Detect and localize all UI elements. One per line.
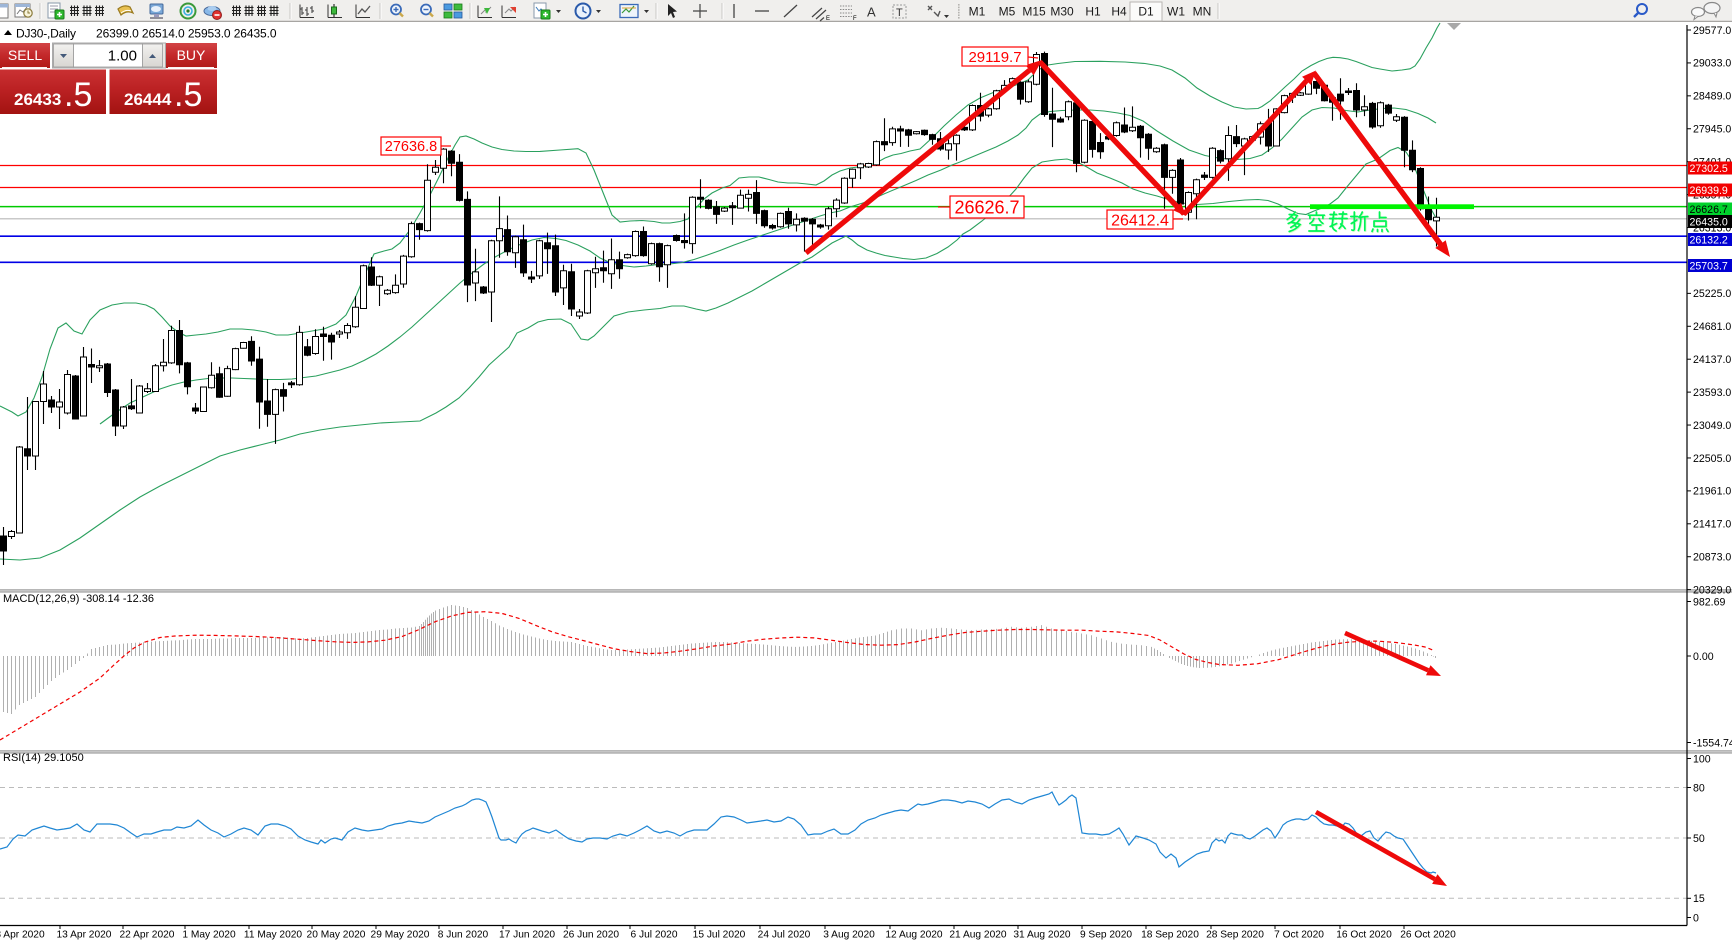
svg-text:29 May 2020: 29 May 2020 bbox=[371, 930, 430, 941]
svg-text:20873.0: 20873.0 bbox=[1693, 552, 1731, 564]
svg-text:1.00: 1.00 bbox=[108, 48, 137, 65]
svg-text:D1: D1 bbox=[1138, 5, 1154, 19]
svg-text:26626.7: 26626.7 bbox=[1690, 204, 1728, 216]
svg-text:26412.4: 26412.4 bbox=[1111, 212, 1169, 229]
svg-text:7 Oct 2020: 7 Oct 2020 bbox=[1274, 930, 1324, 941]
svg-text:26 Jun 2020: 26 Jun 2020 bbox=[563, 930, 619, 941]
svg-text:29119.7: 29119.7 bbox=[968, 49, 1021, 66]
svg-text:F: F bbox=[853, 16, 857, 22]
svg-text:26435.0: 26435.0 bbox=[1690, 217, 1728, 229]
svg-text:21417.0: 21417.0 bbox=[1693, 519, 1731, 531]
svg-text:27302.5: 27302.5 bbox=[1690, 163, 1728, 175]
svg-text:26939.9: 26939.9 bbox=[1690, 185, 1728, 197]
svg-text:M5: M5 bbox=[999, 5, 1016, 19]
svg-text:M30: M30 bbox=[1050, 5, 1074, 19]
svg-text:24681.0: 24681.0 bbox=[1693, 321, 1731, 333]
svg-text:T: T bbox=[896, 7, 903, 19]
svg-text:12 Aug 2020: 12 Aug 2020 bbox=[885, 930, 943, 941]
svg-text:E: E bbox=[826, 16, 830, 22]
svg-text:29577.0: 29577.0 bbox=[1693, 25, 1731, 37]
svg-text:25703.7: 25703.7 bbox=[1690, 261, 1728, 273]
svg-text:.5: .5 bbox=[64, 76, 92, 114]
svg-text:.5: .5 bbox=[174, 76, 202, 114]
svg-text:W1: W1 bbox=[1167, 5, 1185, 19]
svg-text:27636.8: 27636.8 bbox=[385, 139, 437, 155]
svg-text:9 Sep 2020: 9 Sep 2020 bbox=[1080, 930, 1132, 941]
svg-text:15 Jul 2020: 15 Jul 2020 bbox=[693, 930, 746, 941]
svg-text:-1554.74: -1554.74 bbox=[1693, 737, 1732, 749]
svg-text:6 Jul 2020: 6 Jul 2020 bbox=[630, 930, 677, 941]
svg-text:SELL: SELL bbox=[8, 47, 42, 63]
svg-text:28 Sep 2020: 28 Sep 2020 bbox=[1206, 930, 1264, 941]
svg-text:100: 100 bbox=[1693, 753, 1711, 765]
svg-text:80: 80 bbox=[1693, 782, 1705, 794]
svg-text:20 May 2020: 20 May 2020 bbox=[307, 930, 366, 941]
svg-text:24137.0: 24137.0 bbox=[1693, 354, 1731, 366]
svg-text:3 Aug 2020: 3 Aug 2020 bbox=[823, 930, 875, 941]
svg-text:0: 0 bbox=[1693, 912, 1699, 924]
svg-text:15: 15 bbox=[1693, 893, 1705, 905]
svg-text:M15: M15 bbox=[1022, 5, 1046, 19]
svg-text:28489.0: 28489.0 bbox=[1693, 91, 1731, 103]
svg-text:0.00: 0.00 bbox=[1693, 651, 1714, 663]
svg-text:MN: MN bbox=[1193, 5, 1212, 19]
svg-text:29033.0: 29033.0 bbox=[1693, 58, 1731, 70]
svg-text:A: A bbox=[867, 5, 876, 20]
svg-text:RSI(14) 29.1050: RSI(14) 29.1050 bbox=[3, 752, 84, 764]
svg-text:20329.0: 20329.0 bbox=[1693, 584, 1731, 596]
svg-text:26433: 26433 bbox=[14, 90, 61, 109]
svg-text:21961.0: 21961.0 bbox=[1693, 486, 1731, 498]
svg-text:22505.0: 22505.0 bbox=[1693, 453, 1731, 465]
svg-text:25225.0: 25225.0 bbox=[1693, 288, 1731, 300]
svg-text:17 Jun 2020: 17 Jun 2020 bbox=[499, 930, 555, 941]
svg-text:DJ30-,Daily: DJ30-,Daily bbox=[16, 27, 76, 41]
svg-text:18 Sep 2020: 18 Sep 2020 bbox=[1141, 930, 1199, 941]
svg-text:16 Oct 2020: 16 Oct 2020 bbox=[1336, 930, 1392, 941]
svg-text:26 Oct 2020: 26 Oct 2020 bbox=[1400, 930, 1456, 941]
svg-text:23049.0: 23049.0 bbox=[1693, 420, 1731, 432]
svg-text:BUY: BUY bbox=[177, 47, 206, 63]
svg-text:8 Jun 2020: 8 Jun 2020 bbox=[438, 930, 489, 941]
svg-text:8 Apr 2020: 8 Apr 2020 bbox=[0, 930, 45, 941]
svg-text:26132.2: 26132.2 bbox=[1690, 235, 1728, 247]
svg-text:H1: H1 bbox=[1085, 5, 1101, 19]
svg-text:27945.0: 27945.0 bbox=[1693, 124, 1731, 136]
svg-text:26626.7: 26626.7 bbox=[954, 197, 1019, 217]
svg-text:24 Jul 2020: 24 Jul 2020 bbox=[758, 930, 811, 941]
svg-text:982.69: 982.69 bbox=[1693, 596, 1726, 608]
svg-text:23593.0: 23593.0 bbox=[1693, 387, 1731, 399]
svg-text:26444: 26444 bbox=[124, 90, 172, 109]
svg-text:21 Aug 2020: 21 Aug 2020 bbox=[949, 930, 1007, 941]
svg-text:H4: H4 bbox=[1111, 5, 1127, 19]
svg-text:13 Apr 2020: 13 Apr 2020 bbox=[57, 930, 112, 941]
svg-text:22 Apr 2020: 22 Apr 2020 bbox=[120, 930, 175, 941]
svg-text:M1: M1 bbox=[969, 5, 986, 19]
svg-text:26399.0 26514.0 25953.0 26435.: 26399.0 26514.0 25953.0 26435.0 bbox=[96, 27, 277, 41]
svg-text:50: 50 bbox=[1693, 833, 1705, 845]
svg-text:MACD(12,26,9) -308.14 -12.36: MACD(12,26,9) -308.14 -12.36 bbox=[3, 593, 154, 605]
svg-text:11 May 2020: 11 May 2020 bbox=[244, 930, 302, 941]
svg-text:31 Aug 2020: 31 Aug 2020 bbox=[1013, 930, 1071, 941]
svg-text:1 May 2020: 1 May 2020 bbox=[182, 930, 236, 941]
